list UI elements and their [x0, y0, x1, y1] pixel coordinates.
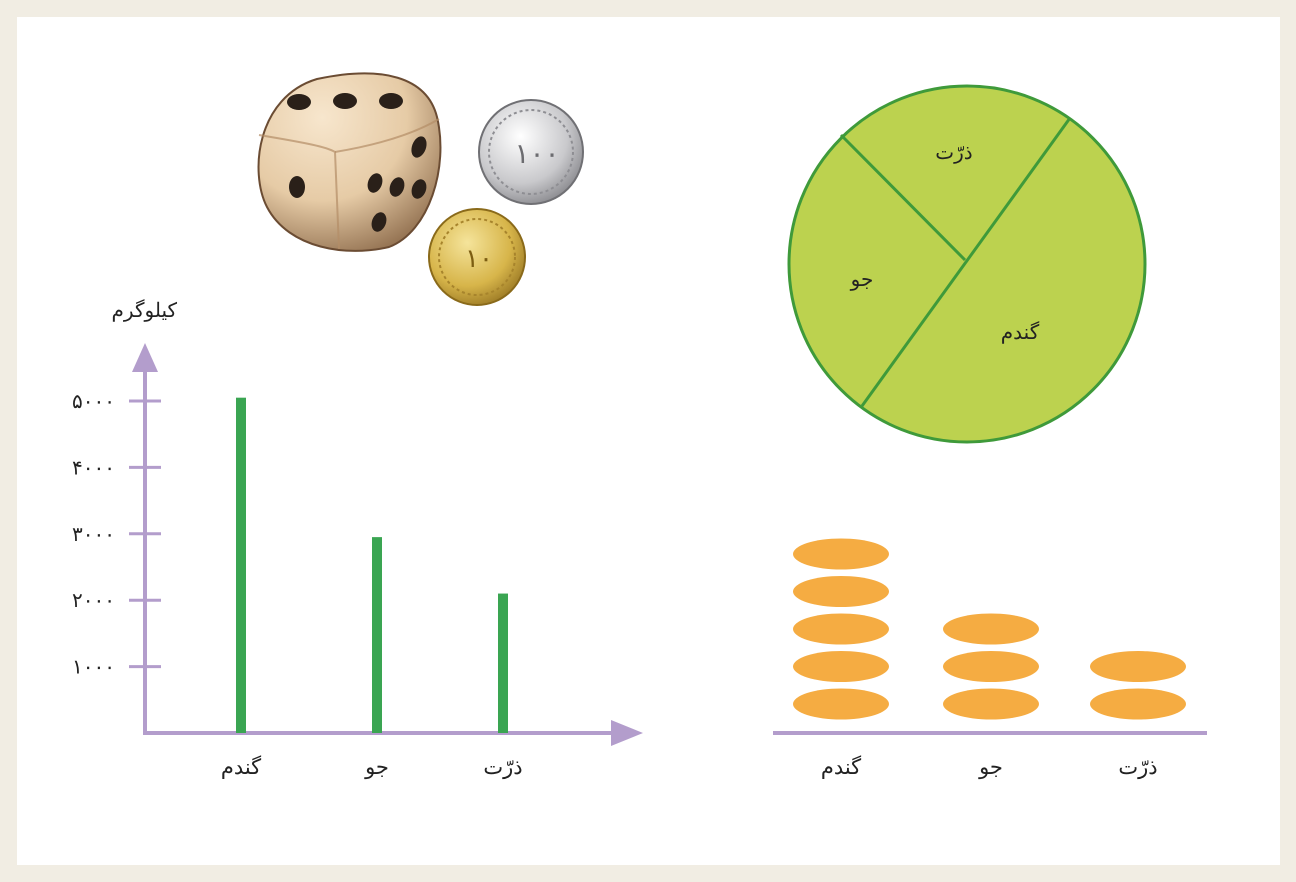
bar-0	[236, 398, 246, 733]
pictogram-disc	[943, 614, 1039, 645]
figure-panel: ۱۰۰ ۱۰ کیلوگرم ۱۰۰۰ ۲۰۰۰ ۳۰۰۰ ۴۰۰۰ ۵۰۰۰ گندم…	[17, 17, 1280, 865]
bar-2	[498, 594, 508, 733]
pictogram-disc	[1090, 651, 1186, 682]
y-axis-arrow	[132, 343, 158, 372]
dice-icon	[259, 73, 441, 250]
y-tick-label: ۵۰۰۰	[72, 389, 115, 413]
coin-10-value: ۱۰	[465, 244, 493, 274]
pictogram-label: گندم	[821, 755, 861, 780]
y-tick-label: ۱۰۰۰	[72, 655, 115, 679]
coin-100-icon: ۱۰۰	[479, 100, 583, 204]
pictogram-disc	[793, 576, 889, 607]
pictogram-label: جو	[978, 755, 1003, 780]
coin-10-icon: ۱۰	[429, 209, 525, 305]
y-tick-label: ۳۰۰۰	[72, 522, 115, 546]
figure-canvas: ۱۰۰ ۱۰ کیلوگرم ۱۰۰۰ ۲۰۰۰ ۳۰۰۰ ۴۰۰۰ ۵۰۰۰ گندم…	[17, 17, 1280, 865]
pictogram-label: ذرّت	[1118, 755, 1157, 780]
pie-chart: ذرّت جو گندم	[789, 86, 1145, 442]
pie-label-jow: جو	[850, 267, 874, 291]
x-axis-arrow	[611, 720, 643, 746]
x-tick-label: گندم	[221, 755, 261, 780]
x-tick-label: جو	[364, 755, 389, 780]
y-tick-label: ۴۰۰۰	[72, 455, 115, 479]
pictogram-chart: گندم جو ذرّت	[773, 539, 1207, 781]
y-axis-label: کیلوگرم	[112, 298, 178, 322]
pictogram-disc	[943, 651, 1039, 682]
pie-label-zorrat: ذرّت	[935, 140, 972, 164]
pie-label-gandom: گندم	[1001, 320, 1040, 344]
x-tick-label: ذرّت	[483, 755, 522, 780]
y-tick-label: ۲۰۰۰	[72, 588, 115, 612]
coin-100-value: ۱۰۰	[514, 137, 559, 170]
pictogram-disc	[793, 614, 889, 645]
pictogram-disc	[1090, 689, 1186, 720]
bar-1	[372, 537, 382, 733]
pictogram-disc	[793, 689, 889, 720]
pictogram-disc	[793, 539, 889, 570]
pictogram-disc	[943, 689, 1039, 720]
bar-chart: کیلوگرم ۱۰۰۰ ۲۰۰۰ ۳۰۰۰ ۴۰۰۰ ۵۰۰۰ گندم جو ذرّت	[72, 298, 643, 780]
pictogram-disc	[793, 651, 889, 682]
